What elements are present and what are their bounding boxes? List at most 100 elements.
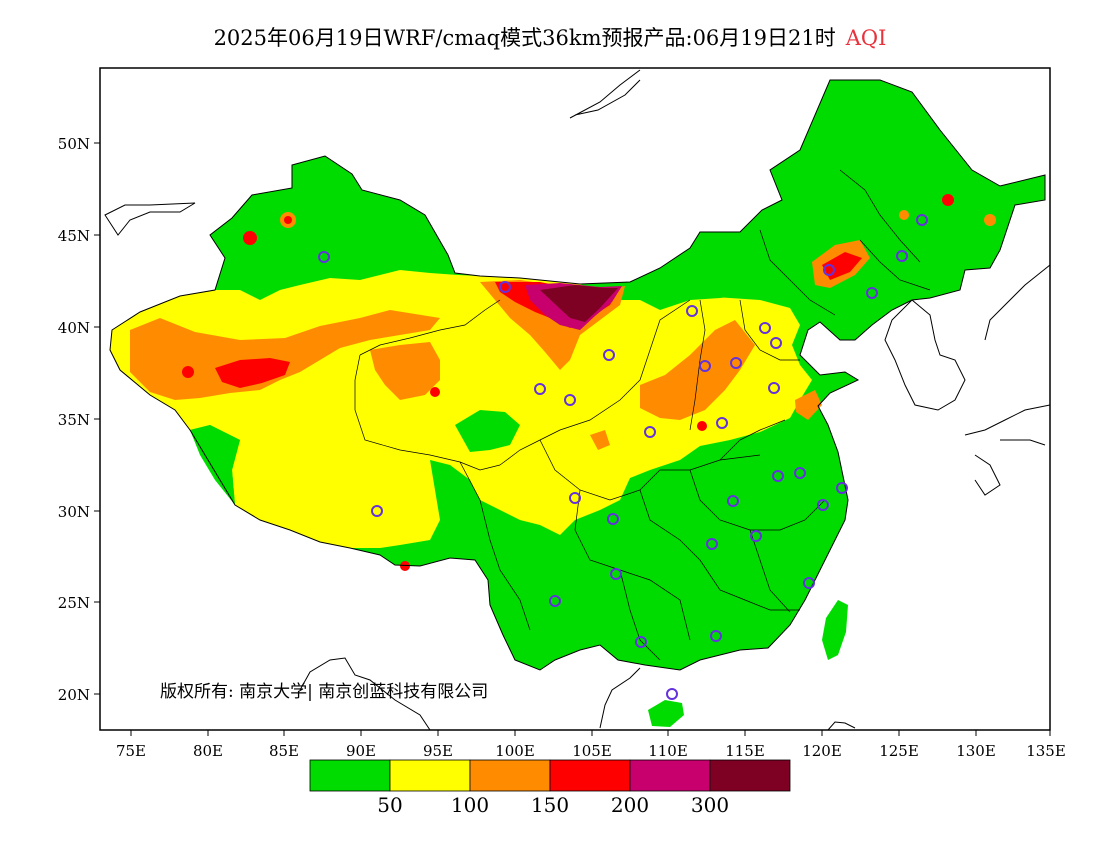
station-marker [716,417,728,429]
lon-tick-label: 125E [879,742,919,760]
station-marker [564,394,576,406]
station-marker [318,251,330,263]
station-marker [686,305,698,317]
green-patch-qinghai [455,410,520,452]
aqi-zone-orange-qaidam [370,342,440,400]
legend-label: 100 [451,793,489,817]
aqi-hotspot-ne-3 [899,210,909,220]
lon-tick-label: 75E [116,742,146,760]
green-patch-tibet-south [190,425,240,505]
china-border [109,79,1046,671]
station-marker [644,426,656,438]
lon-tick-label: 115E [725,742,765,760]
legend-swatch [549,759,631,792]
lat-tick-label: 45N [58,227,90,245]
station-marker [603,349,615,361]
aqi-hotspot-red-2 [243,231,257,245]
station-marker [727,495,739,507]
station-marker [750,530,762,542]
copyright-text: 版权所有: 南京大学| 南京创蓝科技有限公司 [160,682,488,702]
map-frame [99,67,1051,731]
station-marker [549,595,561,607]
aqi-zone-maroon [540,285,618,322]
station-marker [610,568,622,580]
legend-swatch [469,759,551,792]
map-layers [104,69,1050,730]
aqi-hotspot-north-china [697,421,707,431]
lat-tick-label: 20N [58,686,90,704]
baikal-outline [569,69,641,119]
station-markers [318,214,928,700]
station-marker [770,337,782,349]
legend-label: 150 [531,793,569,817]
japan-outline [964,264,1050,496]
lon-tick-label: 85E [269,742,299,760]
aqi-hotspot-ne-2 [984,214,996,226]
station-marker [803,577,815,589]
legend: 50 100 150 200 300 [309,759,791,817]
legend-label: 300 [691,793,729,817]
map-title: 2025年06月19日WRF/cmaq模式36km预报产品:06月19日21时 A… [0,22,1100,52]
kazakh-outline [104,202,196,236]
aqi-zone-orange-north-china [640,320,755,420]
lon-tick-label: 90E [346,742,376,760]
station-marker [772,470,784,482]
station-marker [710,630,722,642]
station-marker [666,688,678,700]
station-marker [706,538,718,550]
station-marker [635,636,647,648]
lat-tick-label: 25N [58,594,90,612]
lon-tick-label: 120E [802,742,842,760]
lon-tick-label: 135E [1026,742,1066,760]
hainan-island [648,700,684,727]
legend-swatch [309,759,391,792]
lon-tick-label: 80E [193,742,223,760]
lon-axis: 75E 80E 85E 90E 95E 100E 105E 110E 115E … [116,730,1066,760]
lon-tick-label: 105E [572,742,612,760]
lat-tick-label: 50N [58,135,90,153]
station-marker [371,505,383,517]
lon-tick-label: 95E [423,742,453,760]
legend-swatch [389,759,471,792]
green-patch-north [630,248,760,310]
aqi-zone-orange-east [795,390,822,420]
aqi-hotspot-tibet-south [400,561,410,571]
station-marker [794,467,806,479]
station-marker [836,482,848,494]
station-marker [534,383,546,395]
lat-tick-label: 30N [58,503,90,521]
legend-label: 200 [611,793,649,817]
station-marker [759,322,771,334]
station-marker [499,281,511,293]
station-marker [607,513,619,525]
station-marker [866,287,878,299]
taiwan-island [822,600,848,660]
philippines-outline [827,721,856,730]
station-marker [699,360,711,372]
aqi-hotspot-red-5 [430,387,440,397]
legend-swatch [629,759,711,792]
title-variable: AQI [845,26,887,50]
legend-label: 50 [377,793,402,817]
aqi-zone-red-tarim [215,358,290,388]
lon-tick-label: 110E [648,742,688,760]
station-marker [768,382,780,394]
aqi-zone-orange-tarim [130,310,440,400]
legend-swatches [309,759,791,792]
aqi-hotspot-red-4 [284,216,292,224]
station-marker [823,264,835,276]
lat-axis: 20N 25N 30N 35N 40N 45N 50N [58,135,100,704]
lat-tick-label: 35N [58,411,90,429]
station-marker [916,214,928,226]
aqi-hotspot-ne-1 [942,194,954,206]
station-marker [569,492,581,504]
station-marker [896,250,908,262]
aqi-hotspot-red-1 [182,366,194,378]
vietnam-outline [299,657,641,730]
title-main: 2025年06月19日WRF/cmaq模式36km预报产品:06月19日21时 [213,26,836,50]
lon-tick-label: 100E [495,742,535,760]
korea-outline [884,299,966,411]
station-marker [817,499,829,511]
aqi-zone-orange-sichuan [590,430,610,450]
